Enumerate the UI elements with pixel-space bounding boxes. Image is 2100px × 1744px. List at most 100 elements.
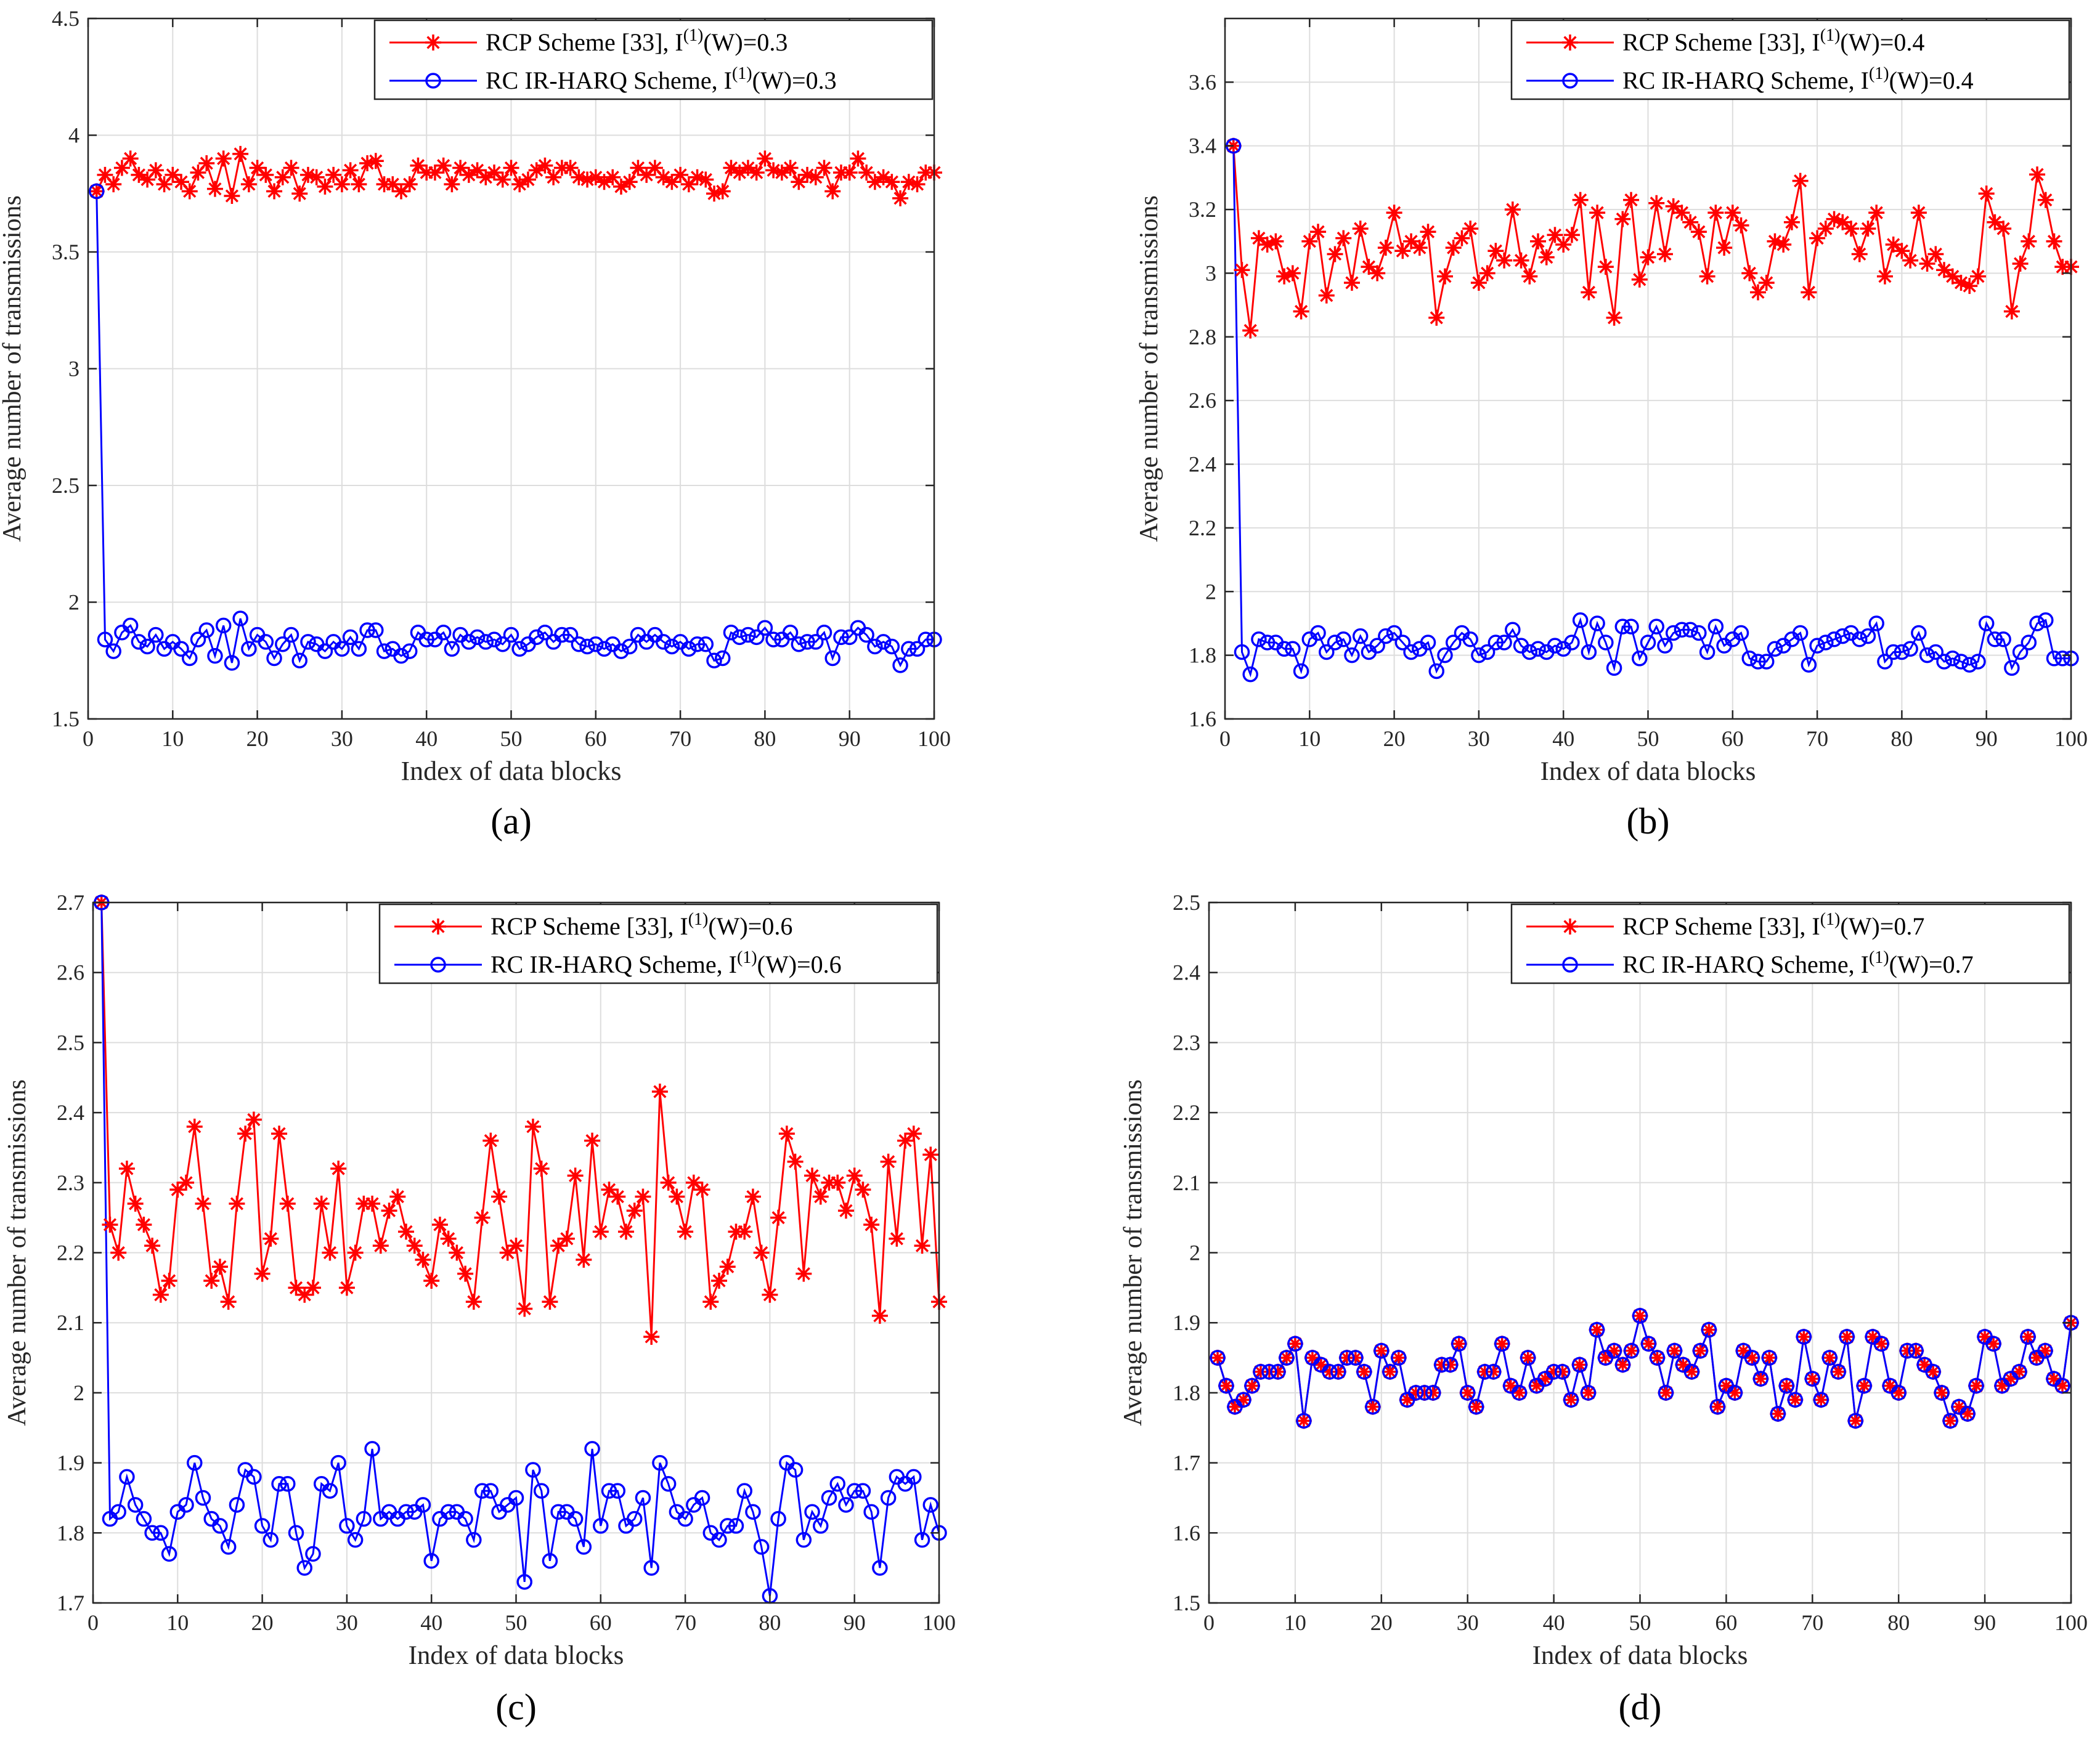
x-tick-label: 100 — [922, 1610, 956, 1635]
data-point-rcp — [1683, 1363, 1700, 1380]
data-point-rcp — [545, 169, 562, 185]
data-point-rc-ir-harq — [195, 1490, 211, 1506]
data-point-rcp — [381, 1203, 397, 1219]
legend-entry-superscript: (1) — [732, 64, 752, 83]
data-point-rcp — [905, 1125, 922, 1142]
data-point-rcp — [655, 169, 672, 185]
data-point-rcp — [1925, 1363, 1942, 1380]
y-tick-label: 1.7 — [1173, 1451, 1200, 1475]
data-point-rcp — [279, 1195, 296, 1212]
data-point-rcp — [460, 166, 477, 183]
data-point-rcp — [1563, 1392, 1579, 1408]
x-tick-label: 0 — [1203, 1610, 1215, 1635]
data-point-rcp — [1321, 1363, 1338, 1380]
data-point-rc-ir-harq — [1356, 1364, 1372, 1380]
data-point-rc-ir-harq — [503, 627, 519, 643]
data-point-rc-ir-harq — [288, 1525, 304, 1541]
data-point-rcp — [1934, 1384, 1950, 1401]
data-point-rcp — [1386, 205, 1402, 221]
y-axis-label: Average number of transmissions — [3, 1079, 31, 1426]
data-point-rc-ir-harq — [1978, 615, 1995, 631]
data-point-rcp — [592, 1223, 609, 1240]
data-point-rc-ir-harq — [1319, 644, 1335, 660]
data-point-rcp — [1656, 246, 1673, 262]
data-point-rcp — [271, 1125, 288, 1142]
data-point-rcp — [1834, 214, 1851, 230]
data-point-rcp — [1709, 1398, 1726, 1415]
data-point-rcp — [1416, 1384, 1433, 1401]
data-point-rc-ir-harq — [829, 1475, 845, 1492]
data-point-rc-ir-harq — [1741, 651, 1758, 667]
data-point-rcp — [621, 174, 638, 190]
legend-circle-marker — [1562, 957, 1578, 973]
data-point-rc-ir-harq — [796, 1531, 812, 1548]
data-point-rc-ir-harq — [1767, 641, 1783, 657]
legend-entry-tail: (W)=0.7 — [1889, 951, 1974, 978]
data-point-rcp — [258, 166, 274, 183]
data-point-rc-ir-harq — [838, 1497, 854, 1513]
data-point-rc-ir-harq — [1899, 1342, 1915, 1359]
data-point-rcp — [1758, 274, 1775, 291]
data-point-rc-ir-harq — [1253, 1364, 1269, 1380]
x-tick-label: 30 — [1457, 1610, 1479, 1635]
data-point-rc-ir-harq — [770, 1511, 786, 1527]
data-point-rc-ir-harq — [1995, 631, 2011, 647]
data-point-rcp — [2021, 233, 2037, 249]
data-point-rc-ir-harq — [139, 638, 155, 655]
data-point-rcp — [1436, 268, 1453, 285]
data-point-rcp — [807, 169, 824, 185]
data-point-rc-ir-harq — [482, 1483, 499, 1499]
data-point-rcp — [558, 1230, 575, 1247]
data-point-rc-ir-harq — [1683, 1364, 1700, 1380]
data-point-rc-ir-harq — [1953, 654, 1969, 670]
data-point-rcp — [376, 176, 393, 193]
data-point-rc-ir-harq — [1462, 631, 1478, 647]
x-tick-label: 70 — [1801, 1610, 1823, 1635]
data-point-rcp — [1330, 1363, 1346, 1380]
data-point-rc-ir-harq — [435, 625, 452, 641]
data-point-rc-ir-harq — [182, 650, 198, 667]
data-point-rc-ir-harq — [376, 643, 393, 659]
x-tick-label: 30 — [336, 1610, 358, 1635]
data-point-rcp — [2046, 1371, 2062, 1387]
data-point-rc-ir-harq — [1934, 1385, 1950, 1401]
legend: RCP Scheme [33], I(1)(W)=0.6RC IR-HARQ S… — [378, 903, 938, 984]
data-point-rc-ir-harq — [1511, 1385, 1528, 1401]
data-point-rc-ir-harq — [1902, 641, 1918, 657]
data-point-rc-ir-harq — [1614, 1357, 1631, 1373]
data-point-rcp — [1373, 1342, 1390, 1359]
data-point-rcp — [762, 1286, 778, 1303]
legend-entry-superscript: (1) — [683, 26, 704, 45]
data-point-rc-ir-harq — [1894, 644, 1910, 660]
data-point-rc-ir-harq — [2037, 1342, 2053, 1359]
data-point-rc-ir-harq — [824, 650, 840, 667]
x-tick-label: 90 — [844, 1610, 866, 1635]
data-point-rc-ir-harq — [1868, 615, 1884, 631]
data-point-rc-ir-harq — [131, 634, 147, 650]
data-point-rc-ir-harq — [1459, 1385, 1476, 1401]
x-tick-label: 0 — [88, 1610, 99, 1635]
data-point-rcp — [1318, 287, 1335, 304]
data-point-rc-ir-harq — [296, 1560, 312, 1576]
data-point-rcp — [1511, 1384, 1528, 1401]
data-point-rc-ir-harq — [1987, 631, 2003, 647]
data-point-rc-ir-harq — [178, 1497, 194, 1513]
series-line-rcp — [100, 902, 940, 1337]
data-point-rc-ir-harq — [677, 1511, 693, 1527]
data-point-rc-ir-harq — [1572, 612, 1589, 628]
data-point-rc-ir-harq — [816, 625, 832, 641]
y-tick-label: 2.6 — [1189, 388, 1216, 413]
data-point-rcp — [782, 160, 799, 176]
data-point-rc-ir-harq — [1640, 635, 1656, 651]
x-tick-label: 10 — [1298, 726, 1321, 751]
data-point-rcp — [1301, 233, 1318, 249]
data-point-rcp — [291, 185, 308, 202]
data-point-rc-ir-harq — [1927, 644, 1944, 660]
data-point-rc-ir-harq — [1691, 625, 1707, 641]
data-point-rcp — [410, 157, 426, 174]
data-point-rc-ir-harq — [342, 629, 359, 646]
data-point-rc-ir-harq — [1235, 1392, 1251, 1408]
data-point-rc-ir-harq — [728, 1518, 744, 1534]
data-point-rc-ir-harq — [892, 657, 908, 673]
data-point-rcp — [1767, 233, 1783, 249]
